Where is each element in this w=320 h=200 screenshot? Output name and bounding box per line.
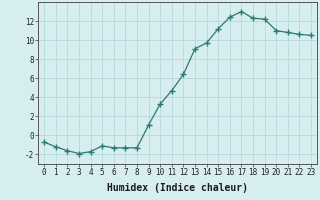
X-axis label: Humidex (Indice chaleur): Humidex (Indice chaleur)	[107, 183, 248, 193]
